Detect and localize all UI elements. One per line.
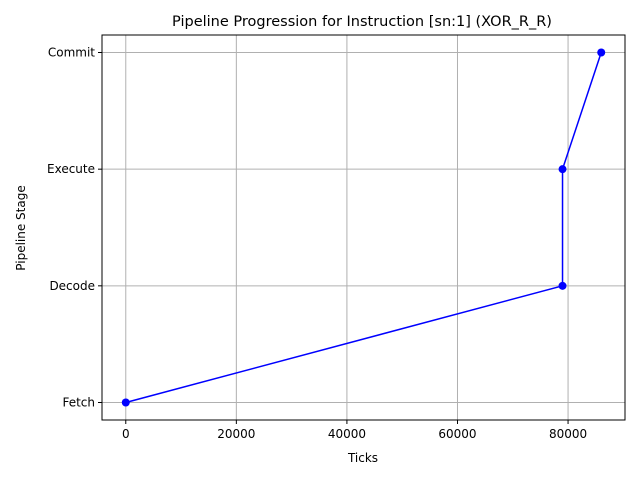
y-tick-label: Fetch: [62, 396, 95, 410]
tick-layer: 0 20000 40000 60000 80000 Fetch Decode Execute C…: [47, 46, 587, 442]
grid-layer: [102, 35, 625, 420]
x-axis-label: Ticks: [347, 451, 378, 465]
data-point: [597, 48, 606, 57]
y-tick-label: Execute: [47, 162, 95, 176]
y-tick-label: Commit: [48, 46, 95, 60]
plot-frame: [101, 34, 626, 421]
x-tick-label: 60000: [438, 427, 476, 441]
x-tick-label: 40000: [328, 427, 366, 441]
data-point: [558, 281, 567, 290]
data-point: [121, 398, 130, 407]
data-point: [558, 165, 567, 174]
y-axis-label: Pipeline Stage: [14, 185, 28, 270]
x-tick-label: 20000: [217, 427, 255, 441]
chart-title: Pipeline Progression for Instruction [sn…: [172, 14, 552, 30]
series-line: [125, 52, 602, 404]
series-layer: [121, 48, 606, 407]
x-tick-label: 80000: [549, 427, 587, 441]
y-tick-label: Decode: [49, 279, 95, 293]
x-tick-label: 0: [122, 427, 130, 441]
